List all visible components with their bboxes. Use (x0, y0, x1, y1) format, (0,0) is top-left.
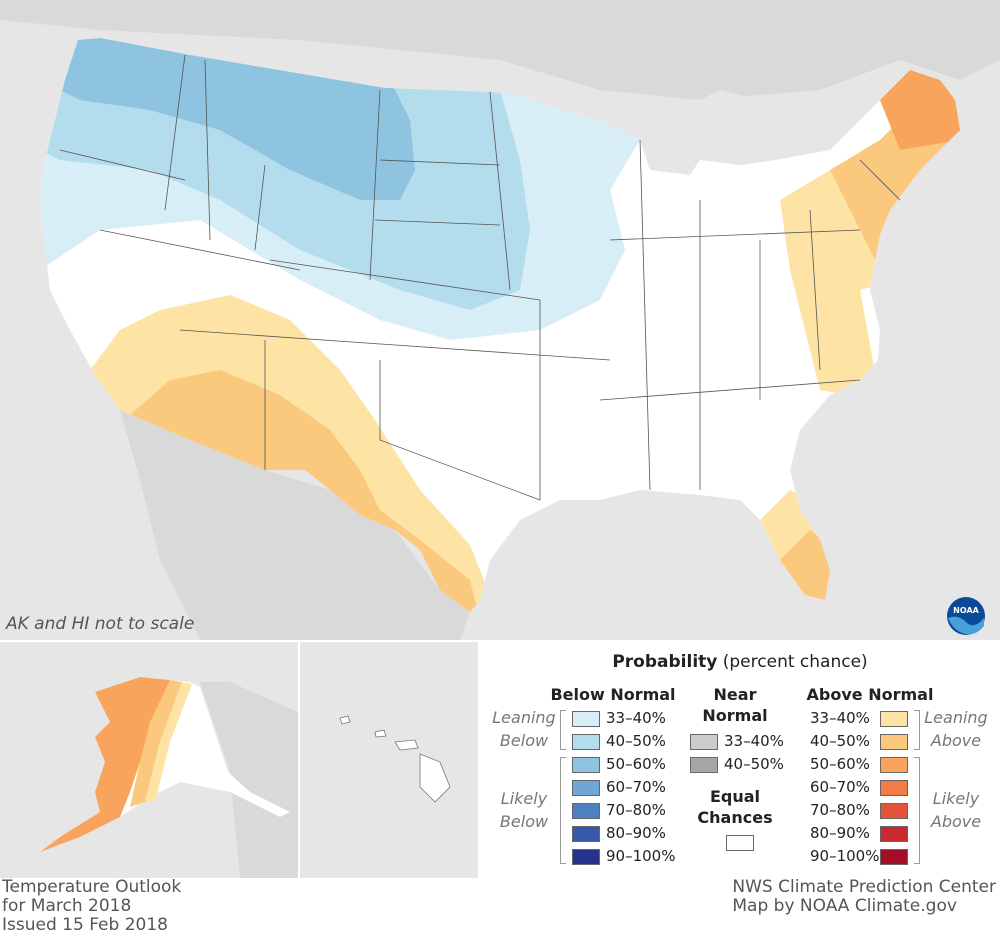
noaa-logo-icon: NOAA (946, 596, 986, 636)
below-bins-swatch (572, 826, 600, 842)
likely-below-bracket (560, 757, 566, 864)
leaning-above-word-2: Above (930, 731, 982, 750)
above-bins-swatch (880, 734, 908, 750)
below-bins-swatch (572, 849, 600, 865)
ak-above-33-40-zone (145, 682, 192, 802)
credit-cpc: NWS Climate Prediction Center (732, 877, 996, 897)
above-bins-swatch (880, 780, 908, 796)
hawaii-inset (300, 642, 478, 878)
equal-chances-swatch (726, 835, 754, 851)
legend: Probability (percent chance) Below Norma… (480, 642, 1000, 878)
above-normal-header: Above Normal (806, 685, 934, 704)
near-normal-header-2: Normal (702, 706, 768, 725)
below-bins-label: 40–50% (606, 732, 666, 750)
likely-above-word-2: Above (930, 812, 982, 831)
above-bins-label: 60–70% (810, 778, 870, 796)
ak-above-40-50-zone (130, 680, 182, 807)
near-bins-label: 33–40% (724, 732, 784, 750)
below-bins-label: 60–70% (606, 778, 666, 796)
great-lakes (680, 90, 760, 140)
island-oahu (374, 729, 387, 738)
leaning-above-word-1: Leaning (924, 708, 988, 727)
below-bins-label: 90–100% (606, 847, 676, 865)
likely-above-label: Likely Above (916, 787, 996, 833)
above-bins-label: 33–40% (810, 709, 870, 727)
above-bins-label: 40–50% (810, 732, 870, 750)
likely-below-label: Likely Below (484, 787, 564, 833)
island-molokai-maui (394, 739, 419, 751)
island-kauai (339, 715, 351, 725)
likely-below-word-2: Below (499, 812, 549, 831)
legend-title: Probability (percent chance) (480, 652, 1000, 672)
below-bins-swatch (572, 711, 600, 727)
above-bins-label: 50–60% (810, 755, 870, 773)
above-bins-swatch (880, 826, 908, 842)
outlook-title: Temperature Outlook (2, 877, 182, 897)
outlook-period: for March 2018 (2, 896, 132, 916)
canada-land (0, 0, 1000, 100)
near-bins-swatch (690, 757, 718, 773)
island-hawaii (419, 753, 451, 803)
hawaii-inset-svg (339, 715, 451, 803)
near-bins-label: 40–50% (724, 755, 784, 773)
noaa-logo-text: NOAA (953, 606, 979, 615)
above-bins-label: 90–100% (810, 847, 880, 865)
conus-map-svg (0, 0, 1000, 640)
below-bins-label: 70–80% (606, 801, 666, 819)
leaning-below-word-1: Leaning (492, 708, 556, 727)
state-borders (59, 54, 901, 501)
equal-chances-header-1: Equal (709, 787, 761, 806)
leaning-below-word-2: Below (499, 731, 549, 750)
below-bins-swatch (572, 734, 600, 750)
credit-climate-gov: Map by NOAA Climate.gov (732, 896, 957, 916)
above-bins-label: 70–80% (810, 801, 870, 819)
below-normal-header: Below Normal (550, 685, 676, 704)
near-bins-swatch (690, 734, 718, 750)
above-bins-swatch (880, 849, 908, 865)
below-bins-swatch (572, 803, 600, 819)
below-bins-swatch (572, 780, 600, 796)
mexico-land (120, 410, 470, 640)
issued-date: Issued 15 Feb 2018 (2, 915, 168, 935)
footer-left: Temperature Outlook for March 2018 Issue… (2, 878, 181, 935)
legend-title-rest: (percent chance) (717, 652, 868, 672)
conus-map: AK and HI not to scale NOAA (0, 0, 1000, 640)
above-bins-label: 80–90% (810, 824, 870, 842)
alaska-inset-svg (40, 677, 298, 878)
near-normal-header-1: Near (713, 685, 757, 704)
leaning-below-label: Leaning Below (484, 706, 564, 752)
above-bins-swatch (880, 757, 908, 773)
footer-right: NWS Climate Prediction Center Map by NOA… (732, 878, 996, 916)
leaning-above-label: Leaning Above (916, 706, 996, 752)
equal-chances-header-2: Chances (697, 808, 773, 827)
leaning-above-bracket (914, 710, 920, 750)
leaning-below-bracket (560, 710, 566, 750)
below-bins-label: 50–60% (606, 755, 666, 773)
above-bins-swatch (880, 803, 908, 819)
below-bins-label: 33–40% (606, 709, 666, 727)
legend-title-bold: Probability (612, 652, 718, 672)
below-bins-label: 80–90% (606, 824, 666, 842)
alaska-inset (0, 642, 298, 878)
likely-above-word-1: Likely (932, 789, 980, 808)
canada-land-ak (200, 682, 298, 878)
not-to-scale-note: AK and HI not to scale (6, 614, 195, 634)
ak-above-50-60-zone (40, 677, 170, 852)
likely-above-bracket (914, 757, 920, 864)
above-bins-swatch (880, 711, 908, 727)
likely-below-word-1: Likely (500, 789, 548, 808)
below-bins-swatch (572, 757, 600, 773)
